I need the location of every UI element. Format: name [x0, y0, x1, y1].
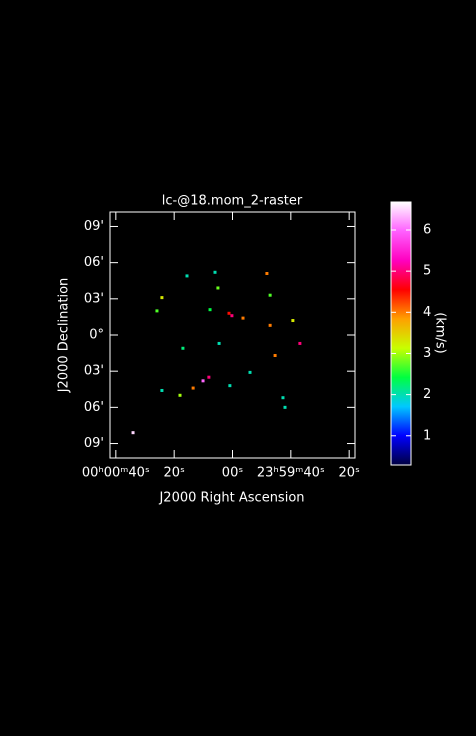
pixel — [283, 405, 287, 409]
x-tick-label: 20ˢ — [163, 466, 185, 481]
pixel — [181, 346, 185, 350]
y-tick-label: 09' — [84, 436, 104, 451]
y-tick-label: 0° — [89, 328, 104, 343]
pixel — [185, 274, 189, 278]
colorbar-tick-label: 1 — [423, 428, 431, 443]
pixel — [268, 323, 272, 327]
pixel — [208, 308, 212, 312]
pixel — [207, 375, 211, 379]
colorbar — [390, 201, 412, 466]
pixel — [273, 354, 277, 357]
pixel — [265, 272, 269, 275]
pixel — [268, 293, 272, 297]
y-tick-label: 03' — [84, 364, 104, 379]
colorbar-tick-label: 3 — [423, 346, 431, 361]
pixel — [291, 319, 295, 323]
pixel — [213, 270, 217, 274]
colorbar-tick-label: 5 — [423, 264, 431, 279]
x-axis-label: J2000 Right Ascension — [158, 491, 304, 506]
pixel — [228, 384, 232, 388]
pixel — [178, 393, 182, 397]
x-tick-label: 23ʰ59ᵐ40ˢ — [257, 466, 325, 481]
colorbar-tick-label: 6 — [423, 222, 431, 237]
colorbar-tick-label: 2 — [423, 387, 431, 402]
pixel — [298, 341, 302, 345]
pixel — [227, 311, 231, 315]
x-tick-label: 00ˢ — [222, 466, 244, 481]
y-axis-label: J2000 Declination — [57, 278, 72, 394]
pixel — [281, 396, 285, 400]
pixel — [216, 286, 220, 290]
x-tick-label: 00ʰ00ᵐ40ˢ — [82, 466, 150, 481]
pixel — [160, 296, 164, 300]
pixel — [248, 370, 252, 374]
y-tick-label: 06' — [84, 400, 104, 415]
colorbar-tick-label: 4 — [423, 305, 431, 320]
pixel — [217, 341, 221, 345]
pixel — [241, 316, 245, 320]
pixel — [201, 379, 205, 383]
pixel — [160, 388, 164, 392]
pixel — [230, 314, 234, 318]
y-tick-label: 09' — [84, 219, 104, 234]
pixel — [131, 431, 135, 435]
colorbar-label: (km/s) — [433, 312, 448, 354]
pixel — [191, 386, 195, 390]
y-tick-label: 06' — [84, 255, 104, 270]
y-tick-label: 03' — [84, 291, 104, 306]
pixel — [155, 309, 159, 313]
chart-title: lc-@18.mom_2-raster — [162, 194, 303, 209]
x-tick-label: 20ˢ — [338, 466, 360, 481]
